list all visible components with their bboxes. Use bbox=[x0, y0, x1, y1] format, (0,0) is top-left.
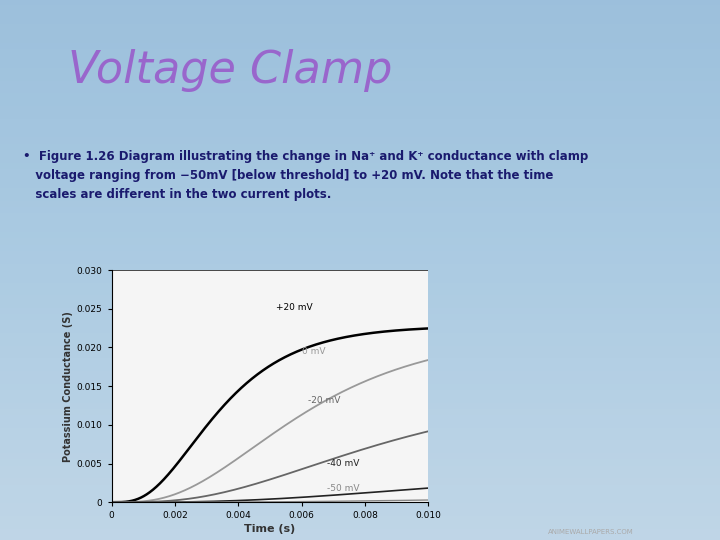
Text: 0 mV: 0 mV bbox=[302, 347, 325, 356]
Text: +20 mV: +20 mV bbox=[276, 302, 313, 312]
Text: •  Figure 1.26 Diagram illustrating the change in Na⁺ and K⁺ conductance with cl: • Figure 1.26 Diagram illustrating the c… bbox=[23, 150, 588, 201]
Text: -40 mV: -40 mV bbox=[327, 459, 359, 468]
Text: -50 mV: -50 mV bbox=[327, 484, 359, 493]
X-axis label: Time (s): Time (s) bbox=[244, 524, 296, 535]
Y-axis label: Potassium Conductance (S): Potassium Conductance (S) bbox=[63, 310, 73, 462]
Text: -20 mV: -20 mV bbox=[308, 395, 341, 404]
Text: Voltage Clamp: Voltage Clamp bbox=[68, 49, 392, 92]
Text: ANIMEWALLPAPERS.COM: ANIMEWALLPAPERS.COM bbox=[548, 529, 634, 535]
